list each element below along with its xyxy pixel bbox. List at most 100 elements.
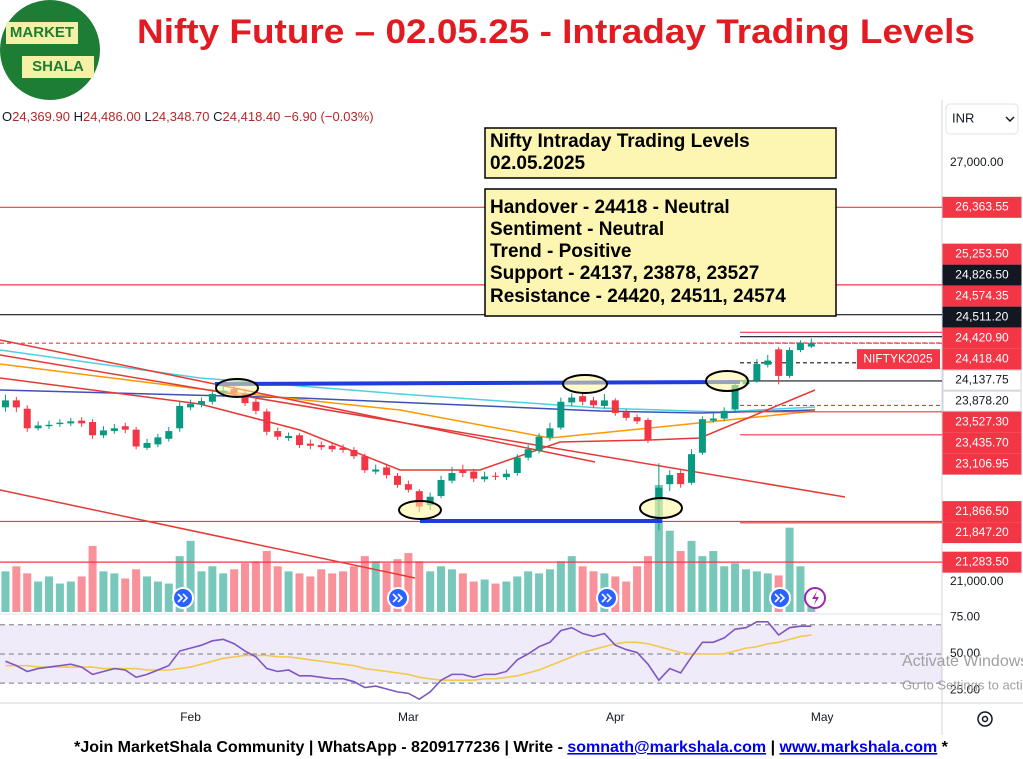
candle-body bbox=[426, 496, 434, 506]
candle-body bbox=[535, 436, 543, 451]
ohlc-key: H bbox=[74, 109, 83, 124]
level-label-bg bbox=[942, 306, 1022, 328]
candle-body bbox=[45, 424, 53, 427]
volume-bar bbox=[186, 540, 195, 612]
level-label-bg bbox=[942, 390, 1022, 412]
rsi-layer bbox=[0, 621, 942, 701]
candle-body bbox=[121, 426, 129, 430]
logo: MARKET SHALA bbox=[0, 0, 100, 100]
volume-bar bbox=[143, 576, 152, 612]
volume-bar bbox=[110, 573, 119, 612]
candle-body bbox=[393, 475, 401, 485]
volume-bar bbox=[687, 540, 696, 612]
candle-body bbox=[579, 396, 587, 402]
ohlc-key: C bbox=[213, 109, 222, 124]
volume-bar bbox=[99, 571, 108, 612]
candle-body bbox=[263, 411, 271, 432]
highlight bbox=[215, 378, 259, 398]
event-icon[interactable] bbox=[769, 587, 791, 609]
logo-text: MARKET bbox=[10, 24, 74, 41]
candle-body bbox=[56, 422, 64, 425]
candle-body bbox=[470, 471, 478, 479]
event-icon[interactable] bbox=[172, 587, 194, 609]
candle-body bbox=[317, 445, 325, 448]
volume-bar bbox=[262, 551, 271, 612]
candle-body bbox=[306, 443, 314, 446]
candle-body bbox=[557, 401, 565, 428]
candle-body bbox=[383, 467, 391, 476]
volume-bar bbox=[785, 527, 794, 612]
candle-body bbox=[786, 350, 794, 376]
candle-body bbox=[481, 476, 489, 480]
volume-bar bbox=[567, 556, 576, 612]
volume-bar bbox=[295, 573, 304, 612]
candle-body bbox=[524, 449, 532, 458]
candle-body bbox=[437, 479, 445, 497]
candle-body bbox=[655, 487, 663, 501]
level-label-bg bbox=[942, 551, 1022, 573]
currency-select[interactable]: INR bbox=[945, 103, 1019, 135]
volume-bar bbox=[480, 579, 489, 612]
annotation-text: 02.05.2025 bbox=[490, 153, 586, 174]
event-icon[interactable] bbox=[387, 587, 409, 609]
event-icon[interactable] bbox=[804, 587, 826, 609]
ohlc-value: 24,369.90 bbox=[12, 109, 70, 124]
volume-bar bbox=[458, 573, 467, 612]
volume-bar bbox=[230, 569, 239, 612]
volume-bar bbox=[284, 571, 293, 612]
ohlc-key: O bbox=[2, 109, 12, 124]
volume-bar bbox=[469, 581, 478, 612]
moving-average bbox=[0, 363, 816, 439]
annotation-text: Nifty Intraday Trading Levels bbox=[490, 131, 750, 152]
volume-bar bbox=[491, 583, 500, 612]
ohlc-value: 24,486.00 bbox=[83, 109, 141, 124]
volume-bar bbox=[23, 573, 32, 612]
candle-body bbox=[709, 418, 717, 421]
candle-body bbox=[143, 442, 151, 448]
candle-body bbox=[361, 456, 369, 471]
candle-body bbox=[165, 431, 173, 439]
volume-bar bbox=[175, 556, 184, 612]
level-label-bg bbox=[942, 369, 1022, 391]
event-icon[interactable] bbox=[596, 587, 618, 609]
moving-average bbox=[0, 389, 816, 414]
level-label: 23,435.70 bbox=[955, 435, 1009, 449]
highlights bbox=[215, 370, 749, 520]
volume-bar bbox=[741, 569, 750, 612]
volume-bar bbox=[589, 571, 598, 612]
highlight bbox=[562, 374, 608, 394]
candle-body bbox=[78, 420, 86, 424]
candle-body bbox=[372, 469, 380, 472]
highlight bbox=[705, 370, 749, 392]
rsi-tick-label: 25.00 bbox=[950, 683, 980, 697]
volume-layer bbox=[1, 485, 816, 612]
candle-body bbox=[404, 484, 412, 490]
candle-body bbox=[677, 472, 685, 485]
level-label: 23,878.20 bbox=[955, 393, 1009, 407]
footer-email[interactable]: somnath@markshala.com bbox=[567, 739, 766, 756]
footer-website[interactable]: www.markshala.com bbox=[779, 739, 938, 756]
x-tick-label: Mar bbox=[398, 710, 419, 724]
volume-bar bbox=[306, 576, 315, 612]
candle-body bbox=[590, 400, 598, 406]
annotation-box bbox=[484, 188, 837, 317]
candle-body bbox=[502, 473, 510, 478]
rsi-tick-label: 75.00 bbox=[950, 610, 980, 624]
level-label-bg bbox=[942, 264, 1022, 286]
moving-average bbox=[0, 349, 816, 413]
settings-button[interactable] bbox=[977, 711, 993, 727]
candle-body bbox=[274, 431, 282, 437]
candle-body bbox=[622, 412, 630, 418]
symbol-tag: NIFTYK2025 bbox=[863, 351, 933, 365]
volume-bar bbox=[709, 551, 718, 612]
logo-text: SHALA bbox=[32, 58, 84, 75]
annotation-text: Handover - 24418 - Neutral bbox=[490, 197, 730, 218]
y-tick-label: 27,000.00 bbox=[950, 155, 1004, 169]
volume-bar bbox=[55, 583, 64, 612]
level-label: 24,826.50 bbox=[955, 267, 1009, 281]
volume-bar bbox=[328, 573, 337, 612]
support-line bbox=[214, 380, 741, 386]
candle-body bbox=[176, 405, 184, 429]
level-label: 23,106.95 bbox=[955, 456, 1009, 470]
